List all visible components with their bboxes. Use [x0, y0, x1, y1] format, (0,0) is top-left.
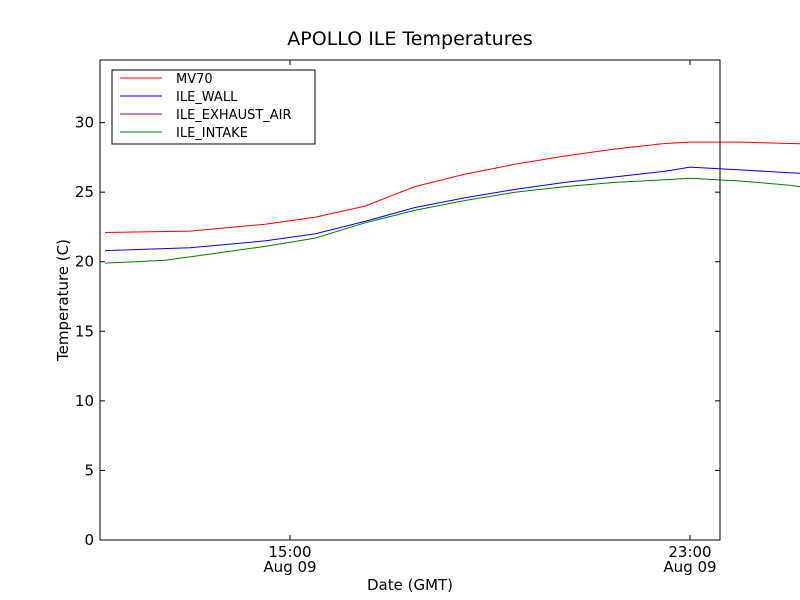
x-axis-label: Date (GMT): [367, 576, 453, 594]
y-tick-label: 25: [75, 183, 94, 201]
y-tick-label: 0: [84, 531, 94, 549]
series-layer: [104, 141, 800, 264]
chart-title: APOLLO ILE Temperatures: [287, 28, 532, 50]
x-tick-label-time: 15:00: [268, 543, 311, 561]
legend-label: ILE_WALL: [176, 90, 238, 105]
legend-label: MV70: [176, 72, 213, 87]
series-line-ile-wall: [104, 166, 800, 252]
y-tick-label: 20: [75, 253, 94, 271]
y-tick-label: 15: [75, 322, 94, 340]
series-line-ile-intake: [104, 177, 800, 264]
x-tick-label-time: 23:00: [668, 543, 711, 561]
y-tick-label: 30: [75, 114, 94, 132]
y-axis: 0 5 10 15 20 25 30: [75, 114, 720, 549]
y-axis-label: Temperature (C): [54, 239, 72, 362]
y-tick-label: 10: [75, 392, 94, 410]
legend: MV70 ILE_WALL ILE_EXHAUST_AIR ILE_INTAKE: [111, 69, 316, 145]
x-tick-label-date: Aug 09: [263, 558, 316, 576]
legend-label: ILE_EXHAUST_AIR: [176, 108, 292, 123]
series-line-mv70: [104, 141, 800, 233]
y-tick-label: 5: [84, 461, 94, 479]
plot-frame: [99, 59, 721, 541]
x-tick-label-date: Aug 09: [663, 558, 716, 576]
legend-label: ILE_INTAKE: [176, 126, 248, 141]
